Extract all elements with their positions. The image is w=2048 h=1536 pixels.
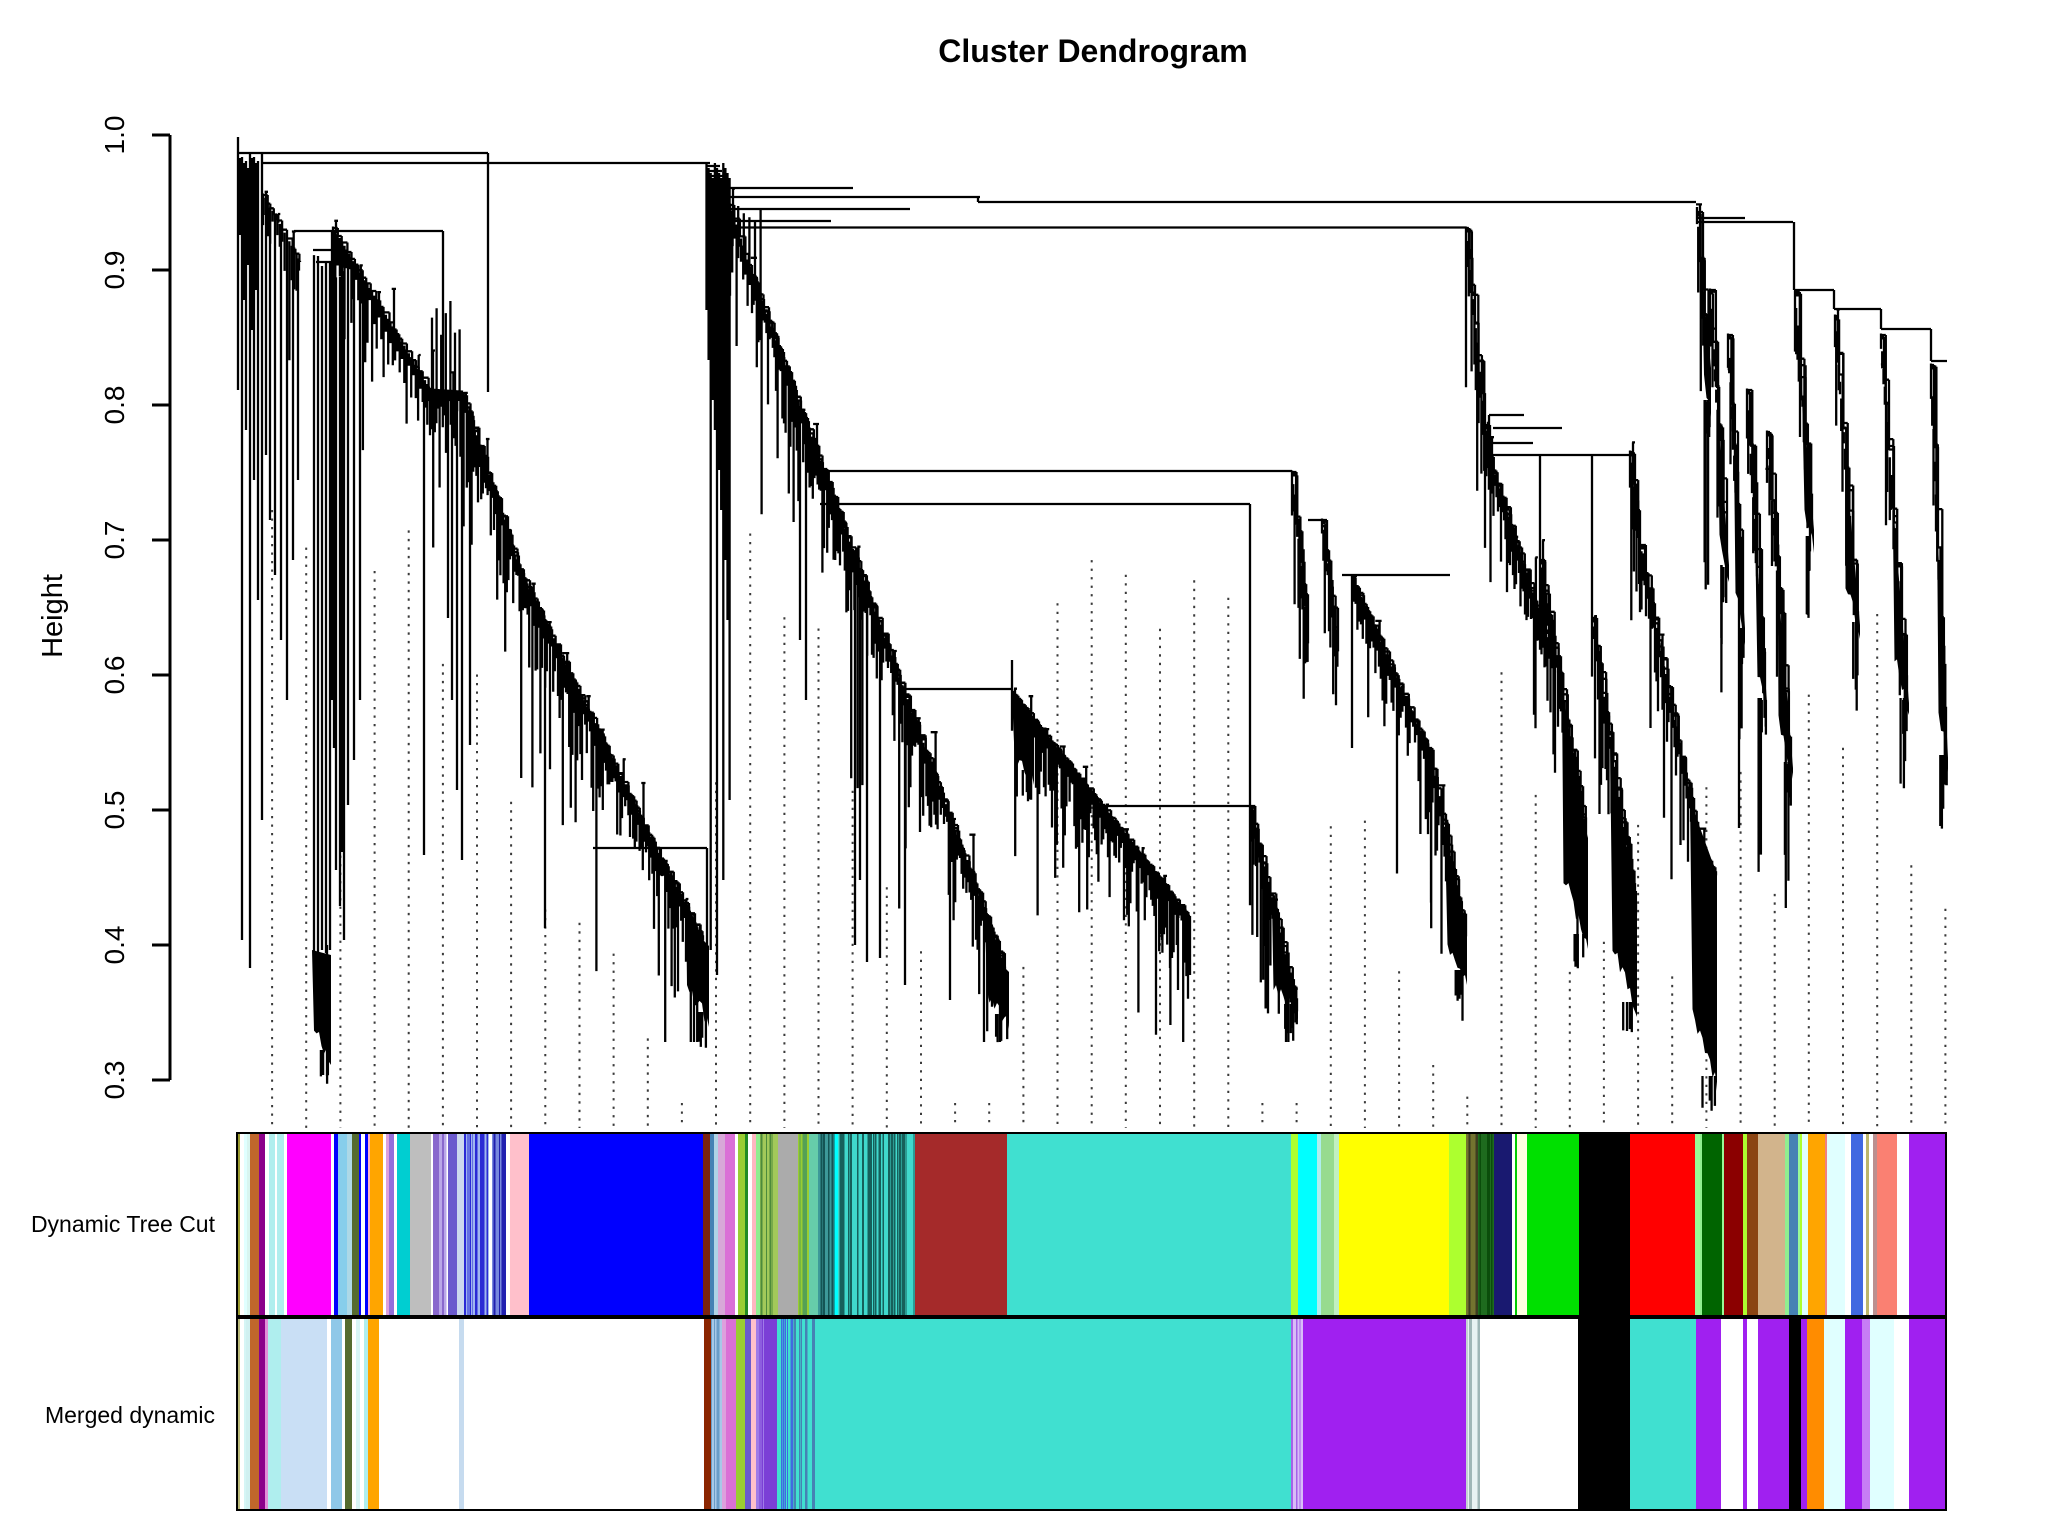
svg-text:0.5: 0.5 — [99, 791, 130, 830]
svg-text:0.9: 0.9 — [99, 251, 130, 290]
svg-text:Merged dynamic: Merged dynamic — [45, 1402, 215, 1428]
svg-text:Cluster Dendrogram: Cluster Dendrogram — [938, 33, 1247, 69]
svg-text:0.6: 0.6 — [99, 656, 130, 695]
svg-text:Dynamic Tree Cut: Dynamic Tree Cut — [31, 1211, 216, 1237]
svg-text:1.0: 1.0 — [99, 116, 130, 155]
svg-text:Height: Height — [37, 574, 69, 658]
svg-text:0.7: 0.7 — [99, 521, 130, 560]
svg-text:0.4: 0.4 — [99, 926, 130, 965]
svg-text:0.3: 0.3 — [99, 1061, 130, 1100]
svg-text:0.8: 0.8 — [99, 386, 130, 425]
